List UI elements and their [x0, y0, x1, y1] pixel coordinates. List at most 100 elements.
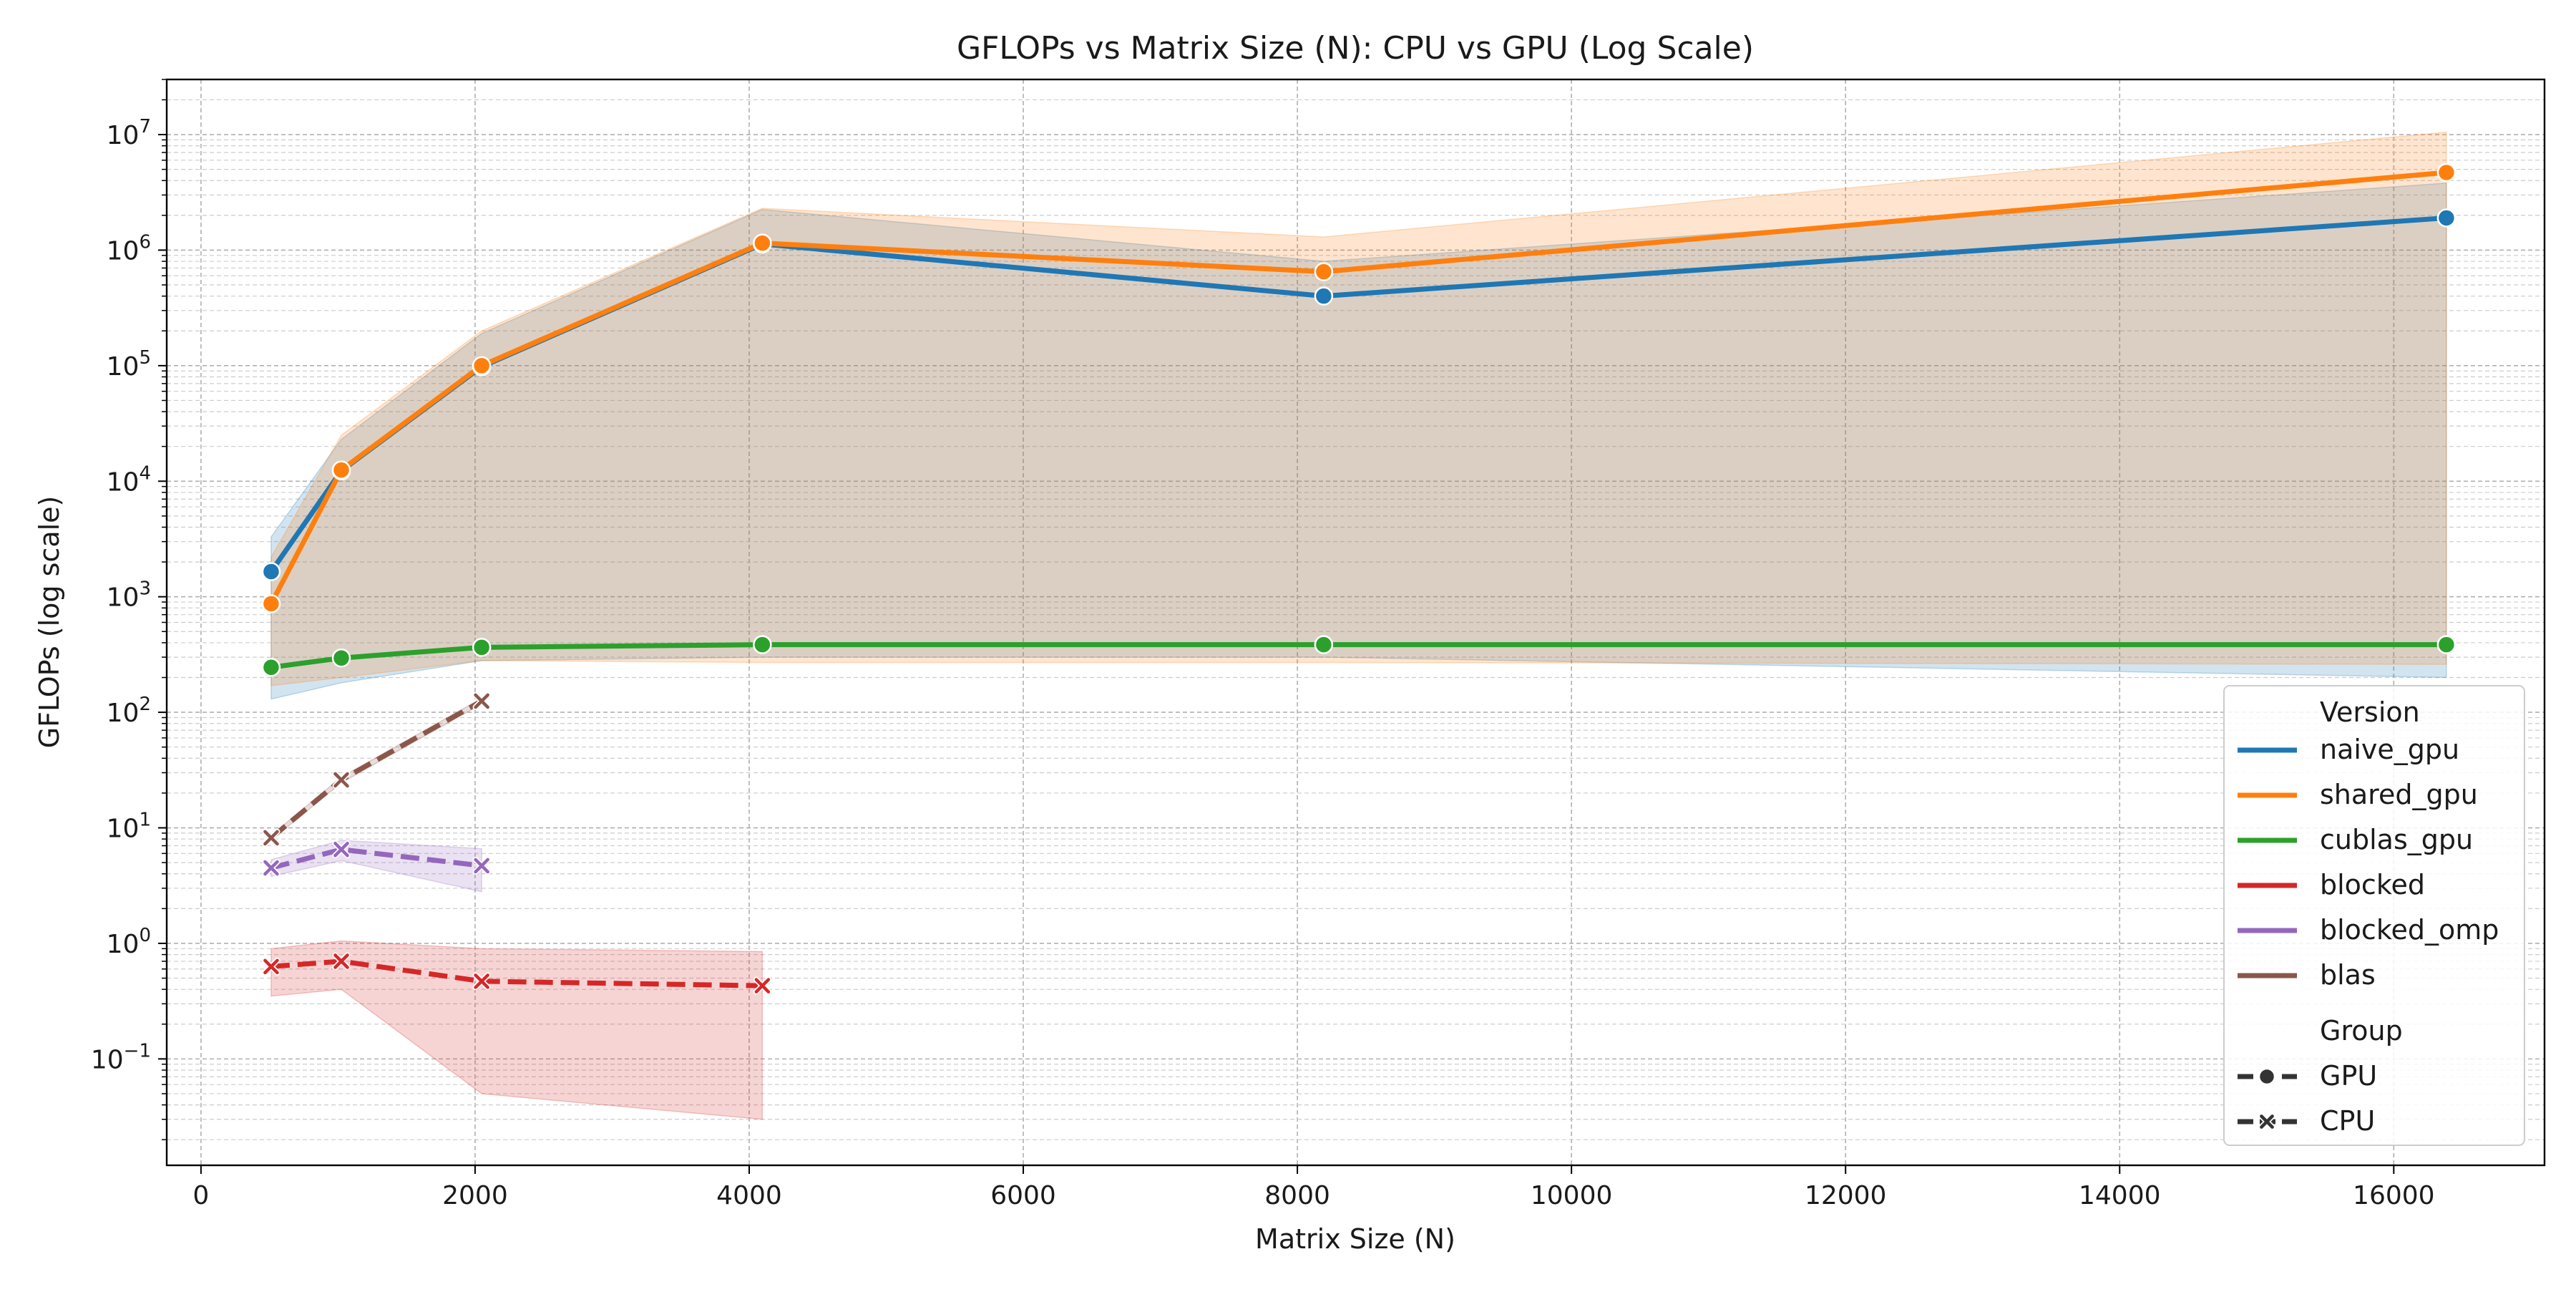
point-blas: [262, 828, 280, 847]
point-shared_gpu: [753, 233, 772, 253]
x-marker-stroke: [263, 830, 279, 846]
point-cublas_gpu: [2436, 635, 2457, 654]
y-tick-exponent: 6: [139, 231, 151, 253]
confidence-bands: [270, 131, 2447, 1120]
y-tick-base: 10: [107, 121, 140, 150]
legend-label-cublas_gpu: cublas_gpu: [2320, 824, 2473, 855]
y-tick-label: 106: [107, 231, 151, 266]
point-cublas_gpu: [1314, 635, 1334, 654]
band-naive_gpu: [270, 183, 2447, 700]
y-tick-base: 10: [91, 1045, 124, 1074]
y-tick-base: 10: [107, 815, 140, 844]
y-tick-label: 107: [107, 116, 151, 150]
y-tick-exponent: 5: [139, 347, 151, 369]
x-marker-stroke: [474, 858, 489, 874]
point-naive_gpu: [261, 562, 281, 581]
legend: Version naive_gpu shared_gpu cublas_gpublo…: [2223, 685, 2525, 1146]
line-blocked: [270, 958, 763, 989]
x-tick-label: 0: [192, 1181, 209, 1210]
y-tick-base: 10: [107, 236, 140, 266]
y-tick-label: 10−1: [91, 1040, 151, 1074]
point-cublas_gpu: [331, 649, 351, 668]
x-tick-label: 2000: [442, 1181, 508, 1210]
x-tick-label: 6000: [990, 1181, 1056, 1210]
legend-marker-GPU: [2258, 1067, 2276, 1086]
y-tick-base: 10: [107, 699, 140, 728]
point-blocked: [262, 957, 280, 976]
x-tick-label: 16000: [2353, 1181, 2435, 1210]
x-marker-stroke: [754, 978, 771, 994]
y-tick-exponent: 3: [139, 578, 151, 600]
y-tick-label: 105: [107, 347, 151, 382]
y-tick-base: 10: [107, 467, 140, 497]
legend-group-title: Group: [2320, 1015, 2403, 1046]
x-tick-label: 4000: [716, 1181, 782, 1210]
point-cublas_gpu: [753, 635, 772, 654]
line-blocked_omp: [270, 847, 482, 870]
point-blocked: [753, 976, 771, 995]
y-tick-exponent: 0: [139, 925, 151, 946]
y-tick-base: 10: [107, 352, 140, 382]
y-tick-base: 10: [107, 930, 140, 959]
point-naive_gpu: [2436, 208, 2457, 228]
y-tick-exponent: 7: [139, 116, 151, 137]
x-tick-label: 12000: [1805, 1181, 1887, 1210]
point-shared_gpu: [331, 460, 351, 480]
y-tick-base: 10: [107, 583, 140, 613]
legend-label-group-CPU: CPU: [2320, 1105, 2375, 1137]
x-tick-label: 8000: [1264, 1181, 1330, 1210]
grid: [167, 79, 2545, 1165]
y-tick-label: 104: [107, 462, 151, 497]
point-blocked_omp: [472, 856, 491, 875]
legend-label-shared_gpu: shared_gpu: [2320, 779, 2478, 810]
x-axis: 0 2000 4000 6000 8000 10000 12000 14000 16000: [192, 1165, 2435, 1210]
y-tick-label: 101: [107, 810, 151, 844]
x-marker-stroke: [333, 953, 349, 969]
chart-title: GFLOPs vs Matrix Size (N): CPU vs GPU (L…: [957, 30, 1754, 67]
point-shared_gpu: [1314, 262, 1334, 281]
y-tick-exponent: 4: [139, 462, 151, 484]
band-blocked: [270, 940, 763, 1120]
x-marker-stroke: [2260, 1114, 2274, 1129]
y-axis-label: GFLOPs (log scale): [34, 496, 65, 749]
y-tick-label: 103: [107, 578, 151, 613]
line-shared_gpu: [268, 170, 2447, 606]
y-tick-label: 100: [107, 925, 151, 959]
x-marker-stroke: [474, 973, 489, 989]
legend-version-title: Version: [2320, 696, 2420, 728]
point-shared_gpu: [472, 356, 492, 376]
x-tick-label: 14000: [2079, 1181, 2161, 1210]
legend-marker-CPU: [2258, 1113, 2275, 1130]
legend-label-blocked: blocked: [2320, 869, 2425, 900]
point-blocked: [332, 952, 351, 971]
line-cublas_gpu: [270, 642, 2446, 670]
x-axis-label: Matrix Size (N): [1255, 1223, 1455, 1255]
band-shared_gpu: [270, 131, 2447, 686]
point-blocked: [472, 972, 491, 991]
legend-label-blas: blas: [2320, 959, 2376, 991]
point-blas: [472, 691, 491, 711]
x-marker-stroke: [474, 693, 489, 709]
point-blas: [332, 770, 351, 790]
point-blocked_omp: [262, 858, 280, 878]
x-marker-stroke: [263, 958, 279, 975]
legend-label-naive_gpu: naive_gpu: [2320, 734, 2459, 765]
x-marker-stroke: [333, 772, 349, 788]
y-tick-exponent: 2: [139, 694, 151, 715]
y-tick-exponent: 1: [139, 810, 151, 831]
legend-label-group-GPU: GPU: [2320, 1060, 2377, 1092]
x-marker-stroke: [333, 841, 349, 858]
point-cublas_gpu: [472, 638, 492, 657]
series-lines: [268, 170, 2447, 989]
y-tick-label: 102: [107, 694, 151, 728]
x-tick-label: 10000: [1531, 1181, 1613, 1210]
x-marker-stroke: [263, 860, 279, 876]
point-shared_gpu: [2436, 162, 2457, 183]
point-cublas_gpu: [261, 658, 281, 677]
legend-label-blocked_omp: blocked_omp: [2320, 914, 2499, 946]
legend-group-entries: GPU CPU: [2238, 1060, 2377, 1137]
